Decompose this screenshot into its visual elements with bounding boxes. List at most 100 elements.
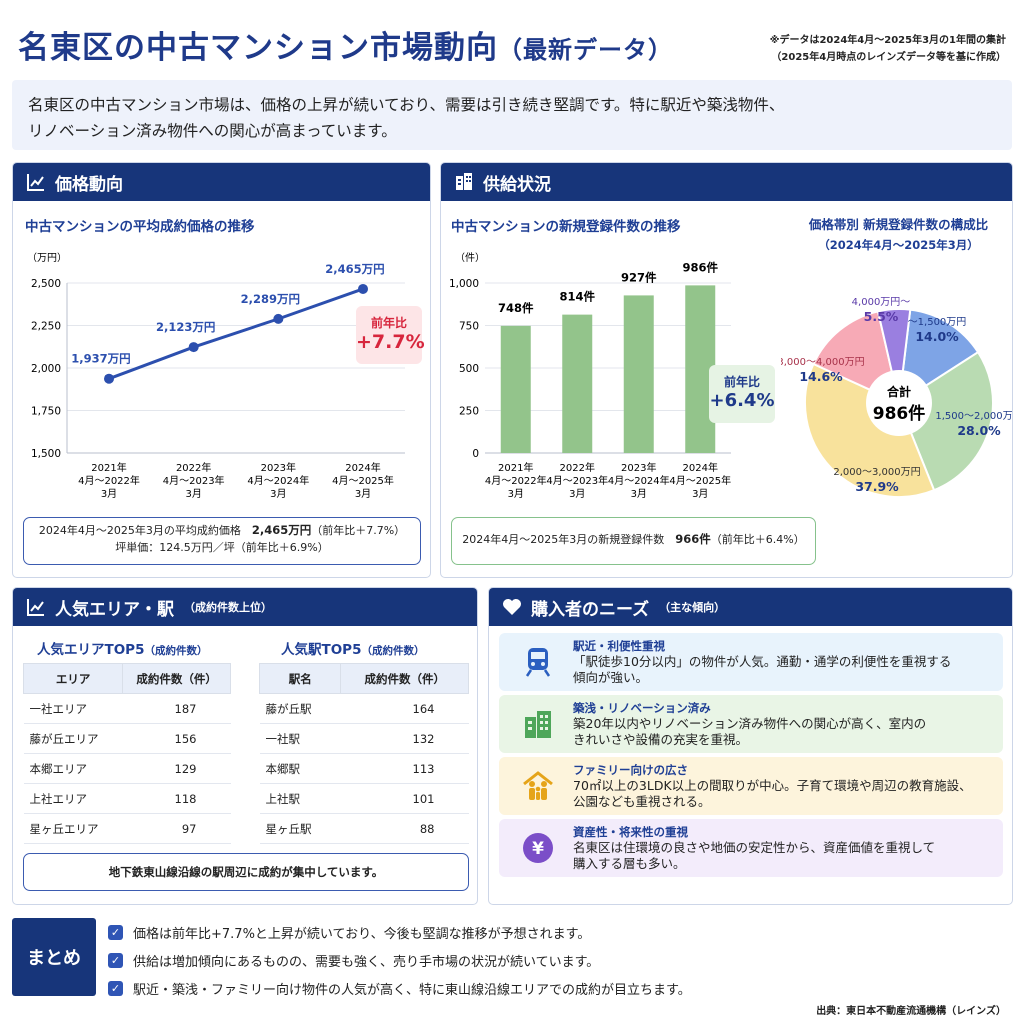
area-name: 星ヶ丘エリア [23, 813, 123, 844]
table-row: 一社駅 132 [259, 723, 469, 754]
price-yoy-value: +7.7% [356, 331, 425, 353]
station-count: 164 [340, 693, 469, 724]
family-icon [523, 771, 553, 800]
needs-panel-title: 購入者のニーズ [531, 599, 650, 620]
pie-slice [876, 308, 912, 404]
area-note: 地下鉄東山線沿線の駅周辺に成約が集中しています。 [108, 865, 384, 879]
table-row: 上社エリア 118 [23, 783, 231, 814]
price-data-label: 2,465万円 [325, 262, 384, 276]
station-name: 上社駅 [259, 783, 341, 814]
area-panel-title: 人気エリア・駅 [55, 599, 174, 620]
supply-bar [562, 314, 593, 453]
y-tick-label: 1,750 [31, 406, 61, 418]
x-tick-label: 3月 [355, 488, 371, 500]
pie-slice-label: ～1,500万円 [908, 317, 967, 328]
need-desc-line2: きれいさや設備の充実を重視。 [573, 732, 749, 747]
intro-line1: 名東区の中古マンション市場は、価格の上昇が続いており、需要は引き続き堅調です。特… [28, 96, 785, 114]
data-note-line1: ※データは2024年4月～2025年3月の1年間の集計 [769, 35, 1006, 46]
table-row: 一社エリア 187 [23, 693, 231, 724]
station-name: 星ヶ丘駅 [259, 813, 341, 844]
pie-slice-value: 14.6% [799, 369, 843, 384]
area-name: 本郷エリア [23, 753, 123, 784]
area-note-box: 地下鉄東山線沿線の駅周辺に成約が集中しています。 [23, 853, 469, 891]
data-note-line2: （2025年4月時点のレインズデータ等を基に作成） [771, 52, 1006, 63]
supply-yoy-value: +6.4% [709, 390, 775, 411]
area-ranking-table: エリア 成約件数（件） 一社エリア 187 藤が丘エリア 156 本郷エリア 129 … [22, 663, 231, 844]
area-top5-title: 人気エリアTOP5（成約件数） [37, 638, 207, 658]
y-tick-label: 500 [459, 363, 479, 375]
x-tick-label: 2024年 [345, 461, 380, 474]
station-top5-title-small: （成約件数） [361, 645, 425, 657]
supply-yoy-label: 前年比 [723, 375, 760, 389]
needs-panel: 購入者のニーズ （主な傾向） 駅近・利便性重視 「駅徒歩10分以内」の物件が人気… [488, 587, 1013, 905]
intro-box: 名東区の中古マンション市場は、価格の上昇が続いており、需要は引き続き堅調です。特… [12, 80, 1012, 150]
price-panel-title: 価格動向 [55, 174, 123, 195]
summary-text: 供給は増加傾向にあるものの、需要も強く、売り手市場の状況が続いています。 [133, 954, 600, 970]
area-panel-header: 人気エリア・駅 （成約件数上位） [13, 588, 477, 626]
pie-title-line1: 価格帯別 新規登録件数の構成比 [808, 217, 989, 232]
supply-data-label: 748件 [498, 301, 534, 315]
pie-slice [897, 350, 994, 492]
area-panel: 人気エリア・駅 （成約件数上位） 人気エリアTOP5（成約件数） 人気駅TOP5… [12, 587, 478, 905]
price-line [108, 287, 364, 381]
table-row: 星ヶ丘駅 88 [259, 813, 469, 844]
price-data-label: 1,937万円 [71, 352, 130, 366]
pie-slice [804, 362, 936, 498]
station-count: 132 [340, 723, 469, 754]
pie-slice-label: 4,000万円～ [852, 297, 911, 308]
pie-title-line2: （2024年4月～2025年3月） [818, 238, 979, 252]
station-ranking-table: 駅名 成約件数（件） 藤が丘駅 164 一社駅 132 本郷駅 113 上社駅 101 … [258, 663, 469, 844]
x-tick-label: 2021年 [498, 461, 533, 474]
area-header-name: エリア [22, 663, 124, 694]
need-item-asset: ¥ 資産性・将来性の重視 名東区は住環境の良さや地価の安定性から、資産価値を重視… [499, 819, 1003, 877]
x-tick-label: 3月 [569, 488, 585, 500]
need-desc-line1: 70㎡以上の3LDK以上の間取りが中心。子育て環境や周辺の教育施設、 [573, 778, 972, 793]
price-point [188, 342, 199, 353]
source-note: 出典：東日本不動産流通機構（レインズ） [816, 1006, 1006, 1017]
price-panel: 価格動向 中古マンションの平均成約価格の推移 （万円） 1,500 1,750 2,… [12, 162, 431, 578]
need-desc-line2: 傾向が強い。 [573, 670, 649, 685]
station-name: 藤が丘駅 [259, 693, 341, 724]
pie-slice-label: 3,000～4,000万円 [781, 357, 865, 368]
x-tick-label: 2021年 [91, 461, 126, 474]
station-name: 本郷駅 [259, 753, 341, 784]
need-item-station: 駅近・利便性重視 「駅徒歩10分以内」の物件が人気。通勤・通学の利便性を重視する… [499, 633, 1003, 691]
page-title: 名東区の中古マンション市場動向（最新データ） [18, 22, 673, 67]
svg-text:¥: ¥ [532, 839, 544, 859]
price-summary-line1: 2024年4月～2025年3月の平均成約価格 2,465万円（前年比＋7.7%） [24, 522, 420, 539]
price-summary-value: 2,465万円 [251, 523, 312, 537]
need-title: 築浅・リノベーション済み [573, 701, 711, 715]
x-tick-label: 2023年 [621, 461, 656, 474]
station-header-count: 成約件数（件） [340, 663, 469, 694]
supply-bar [500, 325, 531, 453]
x-tick-label: 2022年 [176, 461, 211, 474]
yen-icon: ¥ [523, 833, 553, 863]
station-name: 一社駅 [259, 723, 341, 754]
title-sub: （最新データ） [498, 36, 673, 64]
area-count: 129 [122, 753, 231, 784]
check-icon: ✓ [108, 980, 123, 996]
x-tick-label: 4月～2022年 [78, 474, 140, 487]
supply-data-label: 927件 [621, 270, 657, 284]
station-count: 101 [340, 783, 469, 814]
x-tick-label: 2022年 [560, 461, 595, 474]
station-count: 88 [340, 813, 469, 844]
need-desc-line1: 「駅徒歩10分以内」の物件が人気。通勤・通学の利便性を重視する [573, 654, 952, 669]
summary-label: まとめ [12, 918, 96, 996]
supply-chart-subtitle: 中古マンションの新規登録件数の推移 [451, 219, 681, 235]
price-data-label: 2,289万円 [241, 292, 300, 306]
needs-panel-header: 購入者のニーズ （主な傾向） [489, 588, 1012, 626]
need-title: 資産性・将来性の重視 [573, 825, 688, 839]
supply-summary-pre: 2024年4月～2025年3月の新規登録件数 [462, 533, 665, 546]
x-tick-label: 4月～2025年 [332, 474, 394, 487]
supply-summary-post: （前年比＋6.4%） [710, 533, 805, 546]
trend-icon [27, 599, 44, 616]
area-top5-title-small: （成約件数） [144, 645, 208, 657]
x-tick-label: 2024年 [683, 461, 718, 474]
summary-item: ✓ 供給は増加傾向にあるものの、需要も強く、売り手市場の状況が続いています。 [108, 946, 1008, 974]
station-top5-title-main: 人気駅TOP5 [281, 642, 362, 658]
supply-bar [623, 295, 654, 453]
pie-title: 価格帯別 新規登録件数の構成比 （2024年4月～2025年3月） [791, 215, 1006, 255]
area-header-count: 成約件数（件） [122, 663, 231, 694]
